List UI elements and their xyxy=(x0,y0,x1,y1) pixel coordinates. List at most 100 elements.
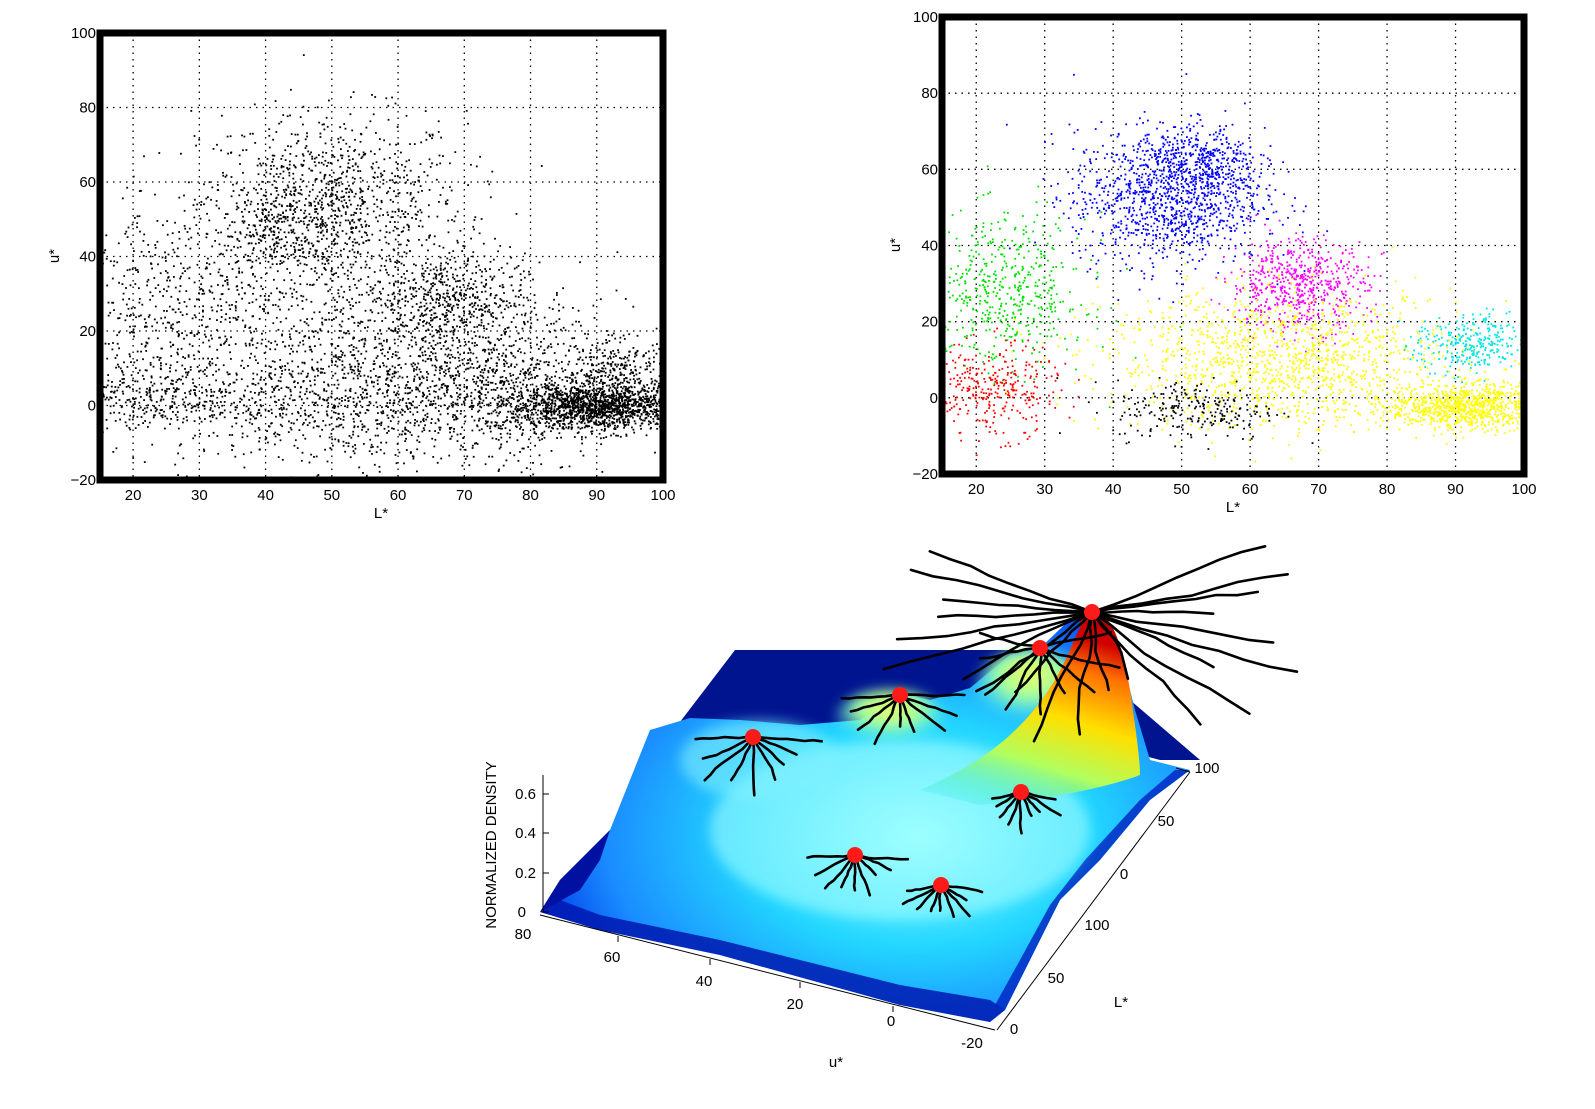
scatter-point xyxy=(167,276,170,278)
scatter-point xyxy=(555,320,558,323)
scatter-point xyxy=(638,382,641,385)
scatter-point xyxy=(253,187,255,190)
scatter-point xyxy=(337,235,340,238)
scatter-point xyxy=(185,409,188,412)
scatter-point xyxy=(476,316,479,319)
scatter-point xyxy=(234,455,237,458)
scatter-point xyxy=(350,271,352,274)
scatter-point xyxy=(324,226,327,228)
scatter-point xyxy=(374,171,376,174)
scatter-point xyxy=(565,388,567,390)
scatter-point xyxy=(361,198,363,201)
scatter-point xyxy=(184,244,187,247)
scatter-point xyxy=(273,233,276,236)
scatter-point xyxy=(164,251,166,254)
scatter-point xyxy=(397,142,400,145)
scatter-point xyxy=(275,131,278,133)
scatter-point xyxy=(279,263,281,265)
scatter-point xyxy=(442,345,445,347)
scatter-point xyxy=(140,189,142,192)
scatter-point xyxy=(544,409,547,412)
scatter-point xyxy=(577,387,580,390)
scatter-point xyxy=(173,403,176,405)
scatter-point xyxy=(629,399,632,402)
scatter-point xyxy=(634,399,637,402)
scatter-point xyxy=(568,402,570,405)
scatter-point xyxy=(160,414,163,417)
scatter-point xyxy=(325,116,328,119)
scatter-point xyxy=(369,319,372,322)
scatter-point xyxy=(604,429,606,431)
scatter-point xyxy=(562,401,564,404)
scatter-point xyxy=(260,405,263,408)
scatter-point xyxy=(200,319,203,321)
scatter-point xyxy=(422,272,425,275)
scatter-point xyxy=(178,321,180,323)
scatter-point xyxy=(244,342,247,345)
scatter-point xyxy=(271,263,274,266)
scatter-point xyxy=(590,420,593,422)
scatter-point xyxy=(348,237,351,240)
scatter-point xyxy=(391,210,394,213)
scatter-point xyxy=(385,365,388,368)
scatter-point xyxy=(401,414,404,416)
scatter-point xyxy=(262,308,264,310)
scatter-point xyxy=(175,369,177,372)
scatter-point xyxy=(334,372,337,375)
scatter-point xyxy=(293,422,295,425)
scatter-point xyxy=(657,414,660,417)
scatter-point xyxy=(425,397,428,399)
scatter-point xyxy=(293,209,295,212)
scatter-point xyxy=(205,266,208,269)
scatter-point xyxy=(579,404,582,406)
scatter-point xyxy=(287,431,290,433)
scatter-point xyxy=(298,429,301,431)
scatter-point xyxy=(465,379,468,382)
scatter-point xyxy=(352,397,355,400)
scatter-point xyxy=(503,421,506,424)
scatter-point xyxy=(341,320,344,323)
scatter-point xyxy=(608,390,611,392)
scatter-point xyxy=(276,343,278,346)
scatter-point xyxy=(415,290,418,293)
scatter-point xyxy=(604,407,606,409)
scatter-point xyxy=(488,353,491,356)
scatter-point xyxy=(395,462,398,465)
scatter-point xyxy=(138,287,140,290)
scatter-point xyxy=(579,399,582,401)
scatter-point xyxy=(145,369,148,372)
scatter-point xyxy=(438,280,441,283)
scatter-point xyxy=(488,308,490,311)
scatter-point xyxy=(570,402,573,405)
scatter-point xyxy=(603,390,606,392)
scatter-point xyxy=(365,126,368,129)
scatter-point xyxy=(444,341,447,344)
scatter-point xyxy=(391,376,394,379)
scatter-point xyxy=(418,238,420,241)
scatter-point xyxy=(297,140,299,143)
scatter-point xyxy=(581,385,584,388)
scatter-point xyxy=(276,385,279,387)
scatter-point xyxy=(340,196,343,199)
scatter-point xyxy=(235,276,238,278)
scatter-point xyxy=(257,173,260,176)
scatter-point xyxy=(334,398,337,401)
scatter-point xyxy=(350,371,353,374)
scatter-point xyxy=(332,296,335,299)
scatter-point xyxy=(311,416,314,419)
scatter-point xyxy=(334,438,337,441)
scatter-point xyxy=(246,227,249,230)
scatter-point xyxy=(477,410,479,413)
scatter-point xyxy=(258,437,261,439)
scatter-point xyxy=(338,398,341,401)
scatter-point xyxy=(623,402,626,405)
scatter-point xyxy=(414,181,416,183)
scatter-point xyxy=(423,429,426,431)
scatter-point xyxy=(140,416,143,418)
scatter-point xyxy=(271,391,274,393)
scatter-point xyxy=(397,302,399,305)
scatter-point xyxy=(546,416,548,419)
scatter-point xyxy=(313,157,316,160)
scatter-point xyxy=(286,167,288,169)
scatter-point xyxy=(215,200,218,202)
